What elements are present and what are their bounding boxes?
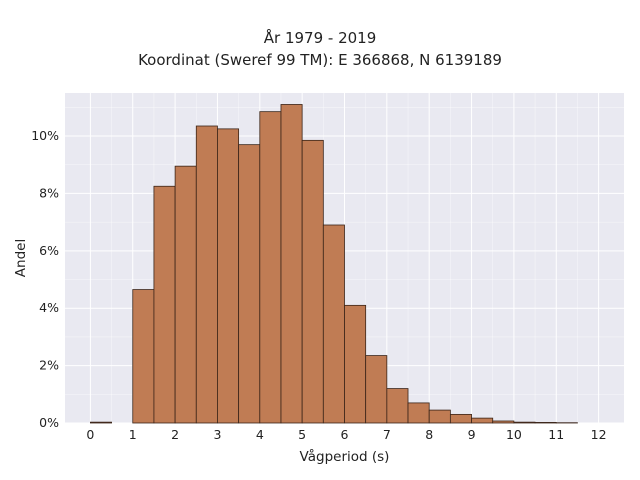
x-tick-label: 10 bbox=[506, 427, 522, 442]
x-tick-label: 3 bbox=[213, 427, 221, 442]
histogram-bar bbox=[90, 421, 112, 424]
y-axis-label: Andel bbox=[13, 239, 29, 277]
x-tick-label: 7 bbox=[383, 427, 391, 442]
histogram-bar bbox=[301, 139, 324, 424]
histogram-bar bbox=[322, 224, 345, 424]
histogram-bar bbox=[132, 289, 155, 424]
x-tick-label: 1 bbox=[129, 427, 137, 442]
tick-labels: 0 1 2 3 4 5 6 7 8 9 10 11 120%2%4%6%8%10% bbox=[31, 128, 606, 442]
histogram-bar bbox=[238, 144, 261, 424]
histogram-bar bbox=[428, 409, 451, 424]
histogram-bar bbox=[492, 420, 515, 424]
histogram-bar bbox=[449, 413, 472, 424]
histogram-bar bbox=[365, 355, 388, 424]
histogram-bar bbox=[217, 128, 240, 424]
x-tick-label: 11 bbox=[548, 427, 564, 442]
x-tick-label: 0 bbox=[86, 427, 94, 442]
chart-title: År 1979 - 2019 bbox=[263, 29, 377, 47]
x-tick-label: 8 bbox=[425, 427, 433, 442]
y-tick-label: 4% bbox=[39, 300, 59, 315]
x-tick-label: 6 bbox=[341, 427, 349, 442]
y-tick-label: 10% bbox=[31, 128, 59, 143]
histogram-bar bbox=[153, 185, 176, 424]
histogram-bar bbox=[386, 388, 409, 424]
x-tick-label: 5 bbox=[298, 427, 306, 442]
histogram-bar bbox=[513, 421, 536, 424]
y-tick-label: 2% bbox=[39, 358, 59, 373]
histogram-bar bbox=[280, 104, 303, 424]
histogram-bar bbox=[344, 304, 367, 424]
x-tick-label: 4 bbox=[256, 427, 264, 442]
histogram-bar bbox=[471, 417, 494, 424]
x-tick-label: 12 bbox=[591, 427, 607, 442]
y-tick-label: 0% bbox=[39, 415, 59, 430]
y-tick-label: 8% bbox=[39, 185, 59, 200]
histogram-bar bbox=[534, 422, 557, 424]
x-tick-label: 9 bbox=[468, 427, 476, 442]
histogram-bar bbox=[174, 165, 197, 424]
histogram-bar bbox=[195, 125, 218, 424]
chart-subtitle: Koordinat (Sweref 99 TM): E 366868, N 61… bbox=[138, 51, 502, 69]
x-tick-label: 2 bbox=[171, 427, 179, 442]
histogram-bar bbox=[407, 402, 430, 424]
y-tick-label: 6% bbox=[39, 243, 59, 258]
x-axis-label: Vågperiod (s) bbox=[300, 448, 390, 465]
histogram-bar bbox=[259, 111, 282, 424]
bars bbox=[90, 104, 578, 424]
